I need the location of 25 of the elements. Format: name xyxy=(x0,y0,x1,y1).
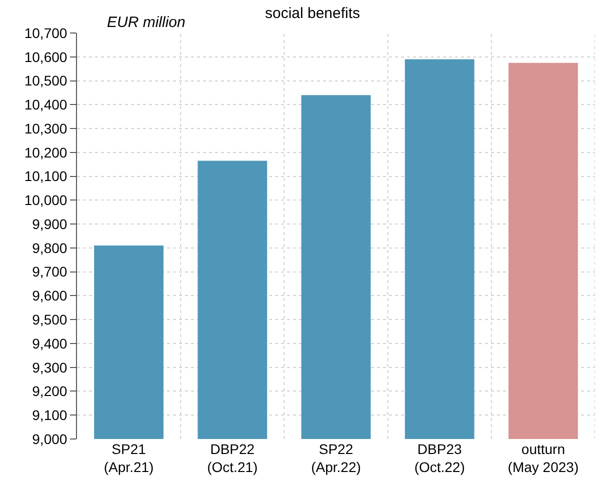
y-tick-label: 10,600 xyxy=(24,48,68,65)
chart-title: social benefits xyxy=(264,5,360,22)
y-tick-label: 9,900 xyxy=(32,216,68,232)
x-tick-label: outturn (May 2023) xyxy=(508,441,579,476)
y-tick-label: 10,000 xyxy=(24,192,68,208)
y-tick-label: 9,600 xyxy=(32,288,68,304)
y-tick-label: 9,200 xyxy=(32,383,68,400)
y-tick-label: 9,000 xyxy=(32,430,68,447)
y-tick-label: 10,500 xyxy=(24,72,68,89)
y-tick-label: 9,400 xyxy=(32,335,68,352)
y-tick-label: 9,300 xyxy=(32,359,68,376)
x-tick-label: SP21 (Apr.21) xyxy=(104,441,154,476)
y-tick-label: 10,100 xyxy=(24,168,68,184)
x-tick-label: DBP22 (Oct.21) xyxy=(207,441,258,476)
y-tick-label: 9,700 xyxy=(32,264,68,280)
y-tick-label: 9,800 xyxy=(32,240,68,256)
y-tick-label: 10,400 xyxy=(24,96,68,113)
y-tick-label: 10,300 xyxy=(24,120,68,136)
y-tick-label: 9,500 xyxy=(32,311,68,328)
y-tick-label: 10,200 xyxy=(24,144,68,160)
y-axis-title: EUR million xyxy=(107,14,186,31)
y-tick-label: 9,100 xyxy=(32,407,68,424)
y-tick-label: 10,700 xyxy=(24,24,68,41)
x-tick-label: SP22 (Apr.22) xyxy=(311,441,361,476)
x-tick-label: DBP23 (Oct.22) xyxy=(414,441,465,476)
